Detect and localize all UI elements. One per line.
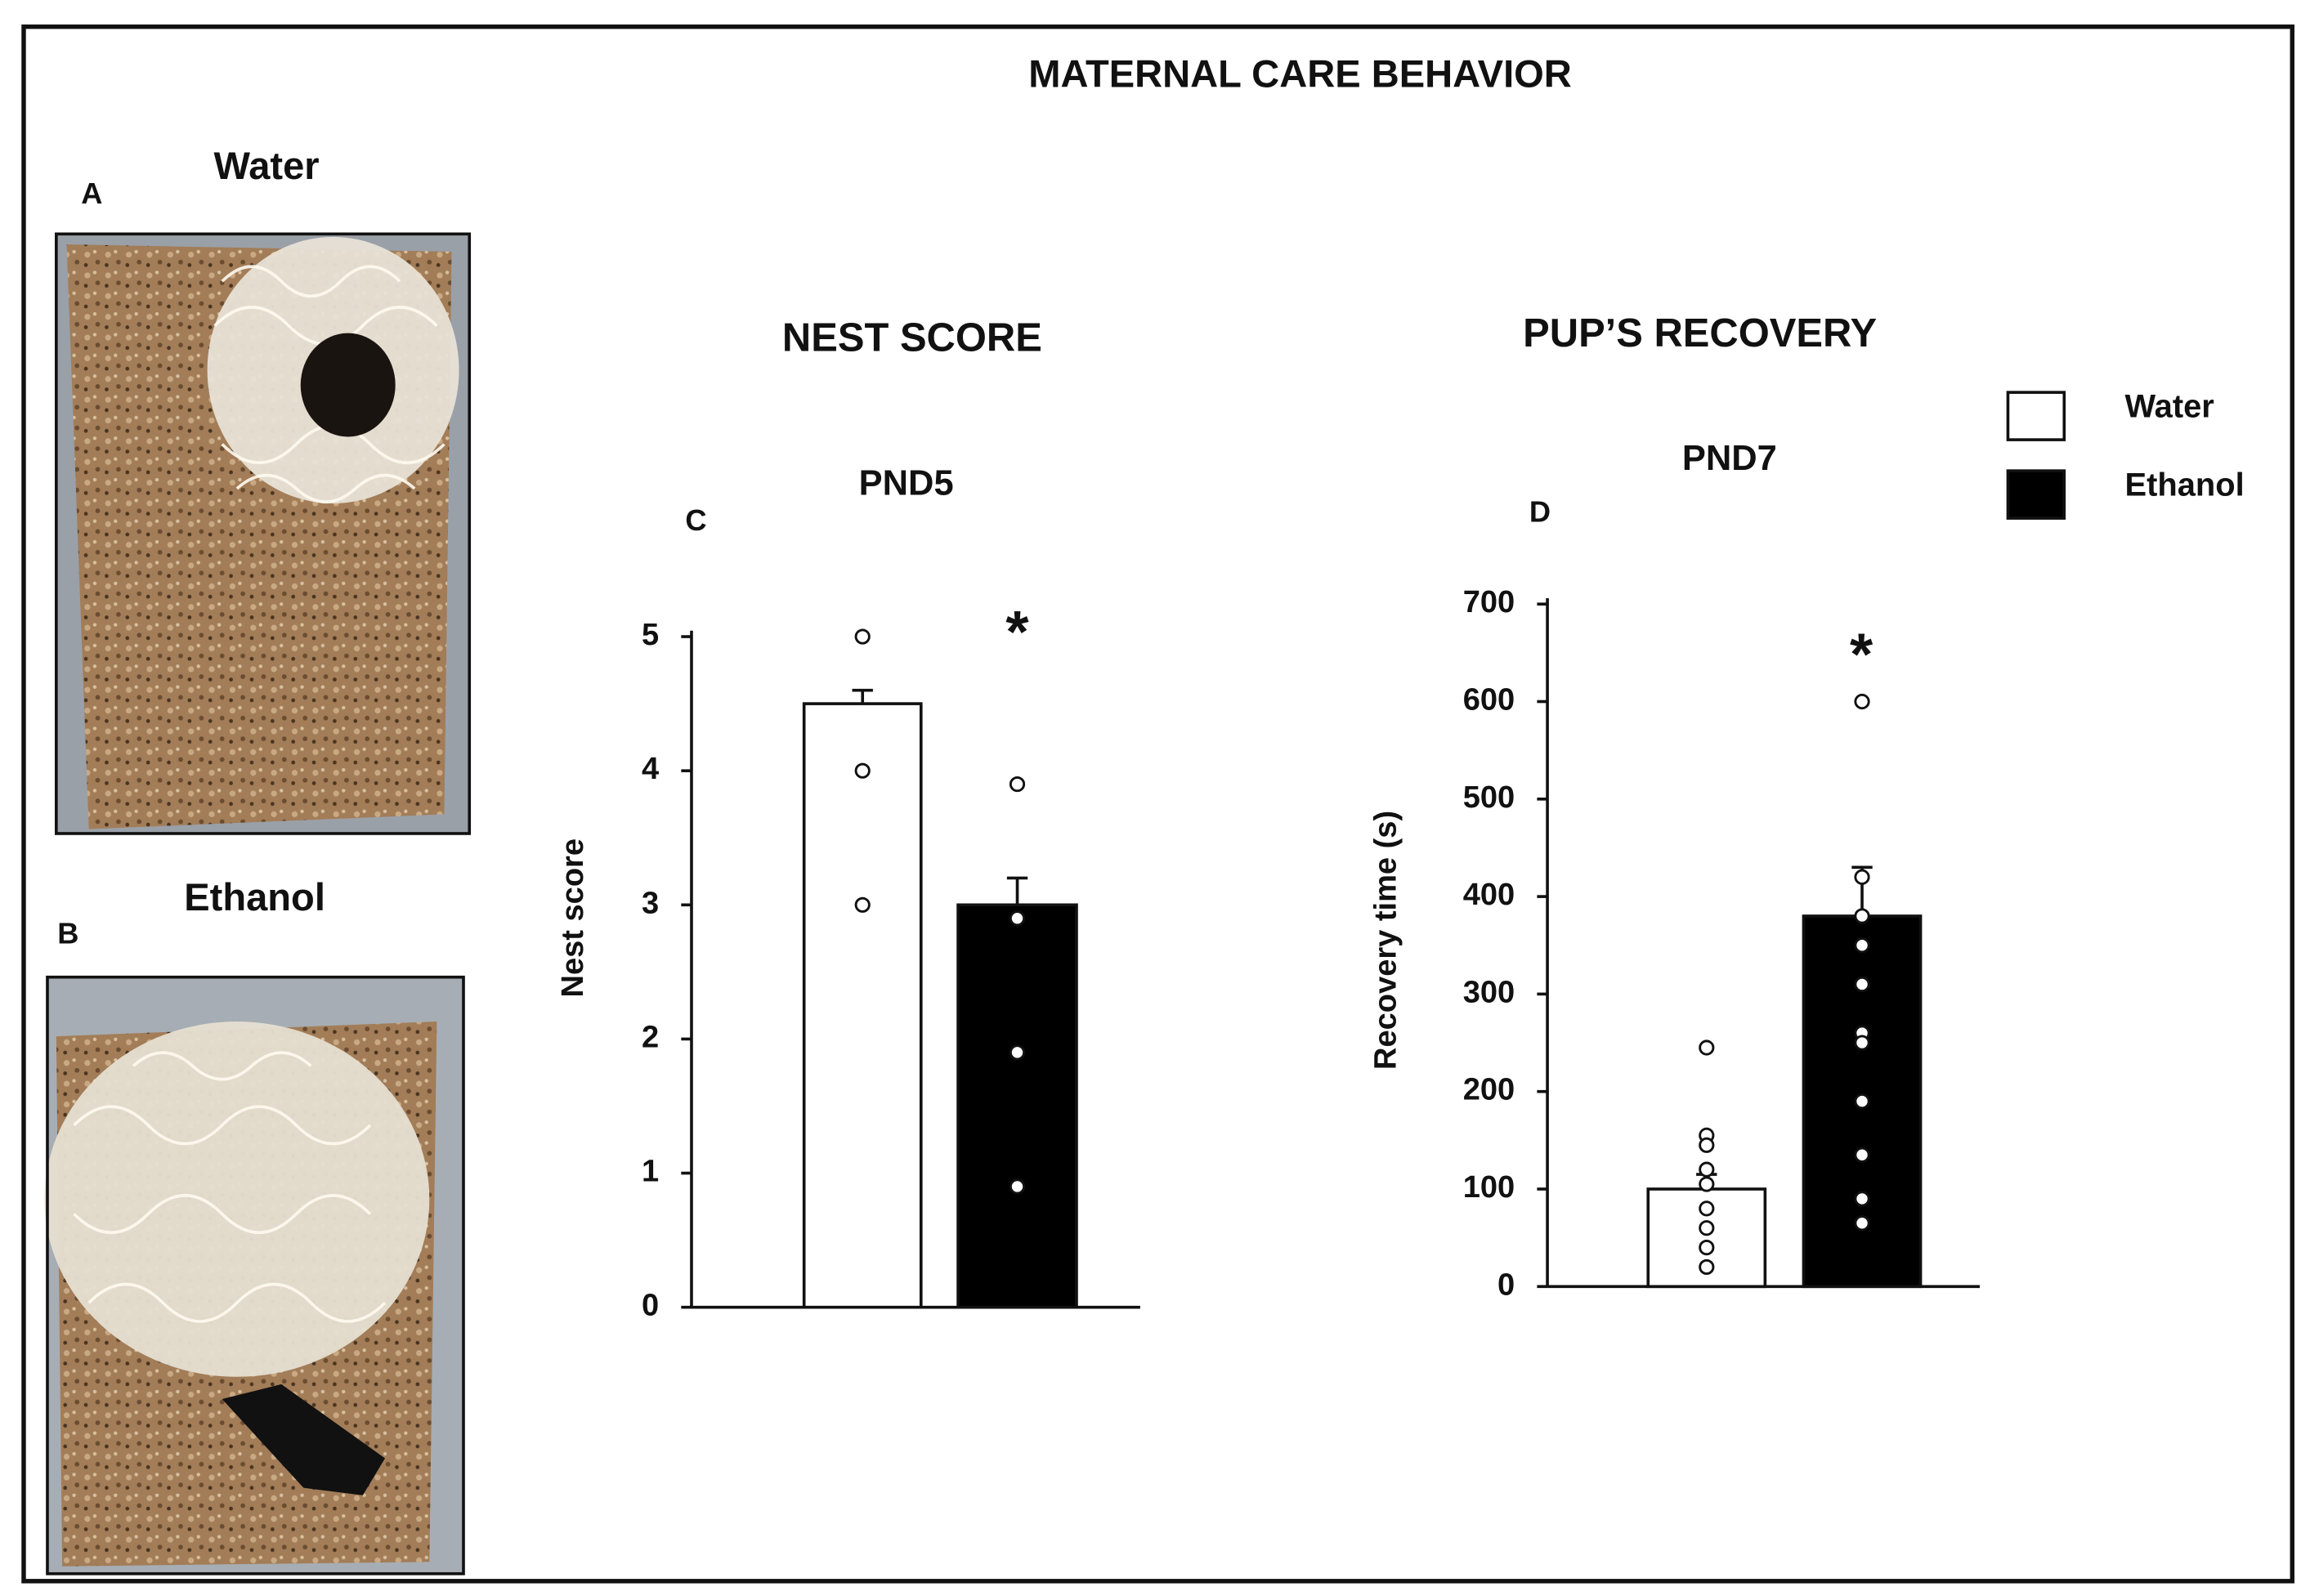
data-point	[1699, 1176, 1715, 1192]
data-point	[1854, 937, 1870, 954]
significance-marker: *	[1850, 621, 1874, 687]
data-point	[1699, 1258, 1715, 1276]
photo-title: Ethanol	[184, 875, 325, 919]
bar	[956, 903, 1078, 1309]
y-tick-label: 1	[642, 1155, 659, 1189]
data-point	[1854, 976, 1870, 993]
legend-swatch	[2006, 469, 2066, 520]
data-point	[854, 628, 871, 645]
data-point	[1009, 776, 1026, 793]
figure-title: MATERNAL CARE BEHAVIOR	[1028, 52, 1572, 96]
chart-title: PUP’S RECOVERY	[1523, 311, 1877, 355]
y-axis-label: Recovery time (s)	[1368, 811, 1403, 1070]
data-point	[1009, 910, 1026, 927]
y-tick-label: 0	[1497, 1267, 1515, 1302]
data-point	[1854, 1191, 1870, 1207]
data-point	[1699, 1161, 1715, 1178]
y-axis-label: Nest score	[556, 838, 590, 997]
data-point	[1699, 1137, 1715, 1153]
data-point	[1699, 1239, 1715, 1256]
data-point	[1699, 1220, 1715, 1236]
y-tick-label: 3	[642, 886, 659, 920]
chart-subtitle: PND7	[1682, 439, 1777, 478]
data-point	[1854, 908, 1870, 924]
data-point	[1854, 1093, 1870, 1110]
y-tick-label: 300	[1463, 975, 1515, 1009]
y-tick-label: 600	[1463, 683, 1515, 718]
chart-title: NEST SCORE	[782, 316, 1042, 360]
data-point	[1854, 869, 1870, 885]
y-tick-label: 400	[1463, 878, 1515, 912]
y-tick-label: 4	[642, 752, 659, 786]
photo	[55, 232, 472, 835]
y-tick-label: 200	[1463, 1073, 1515, 1107]
panel-label: D	[1529, 494, 1551, 528]
y-tick-label: 2	[642, 1020, 659, 1054]
data-point	[1854, 1215, 1870, 1232]
photo	[44, 975, 465, 1576]
data-point	[854, 896, 871, 913]
legend-swatch	[2006, 391, 2066, 441]
y-tick-label: 100	[1463, 1170, 1515, 1205]
photo-title: Water	[214, 144, 320, 187]
figure-border	[21, 24, 2294, 1584]
data-point	[1009, 1178, 1026, 1195]
data-point	[1854, 693, 1870, 710]
data-point	[1854, 1035, 1870, 1051]
y-tick-label: 500	[1463, 780, 1515, 815]
legend-label: Water	[2125, 389, 2214, 425]
chart-subtitle: PND5	[859, 464, 954, 503]
data-point	[1699, 1200, 1715, 1217]
y-tick-label: 0	[642, 1289, 659, 1323]
panel-label: C	[685, 503, 706, 537]
data-point	[1699, 1039, 1715, 1056]
significance-marker: *	[1005, 599, 1029, 665]
y-tick-label: 5	[642, 618, 659, 652]
legend-label: Ethanol	[2125, 467, 2245, 503]
data-point	[854, 762, 871, 779]
panel-label: B	[57, 917, 78, 950]
data-point	[1854, 1147, 1870, 1163]
data-point	[1009, 1044, 1026, 1061]
bar	[802, 702, 923, 1309]
panel-label: A	[81, 177, 102, 210]
y-tick-label: 700	[1463, 585, 1515, 619]
